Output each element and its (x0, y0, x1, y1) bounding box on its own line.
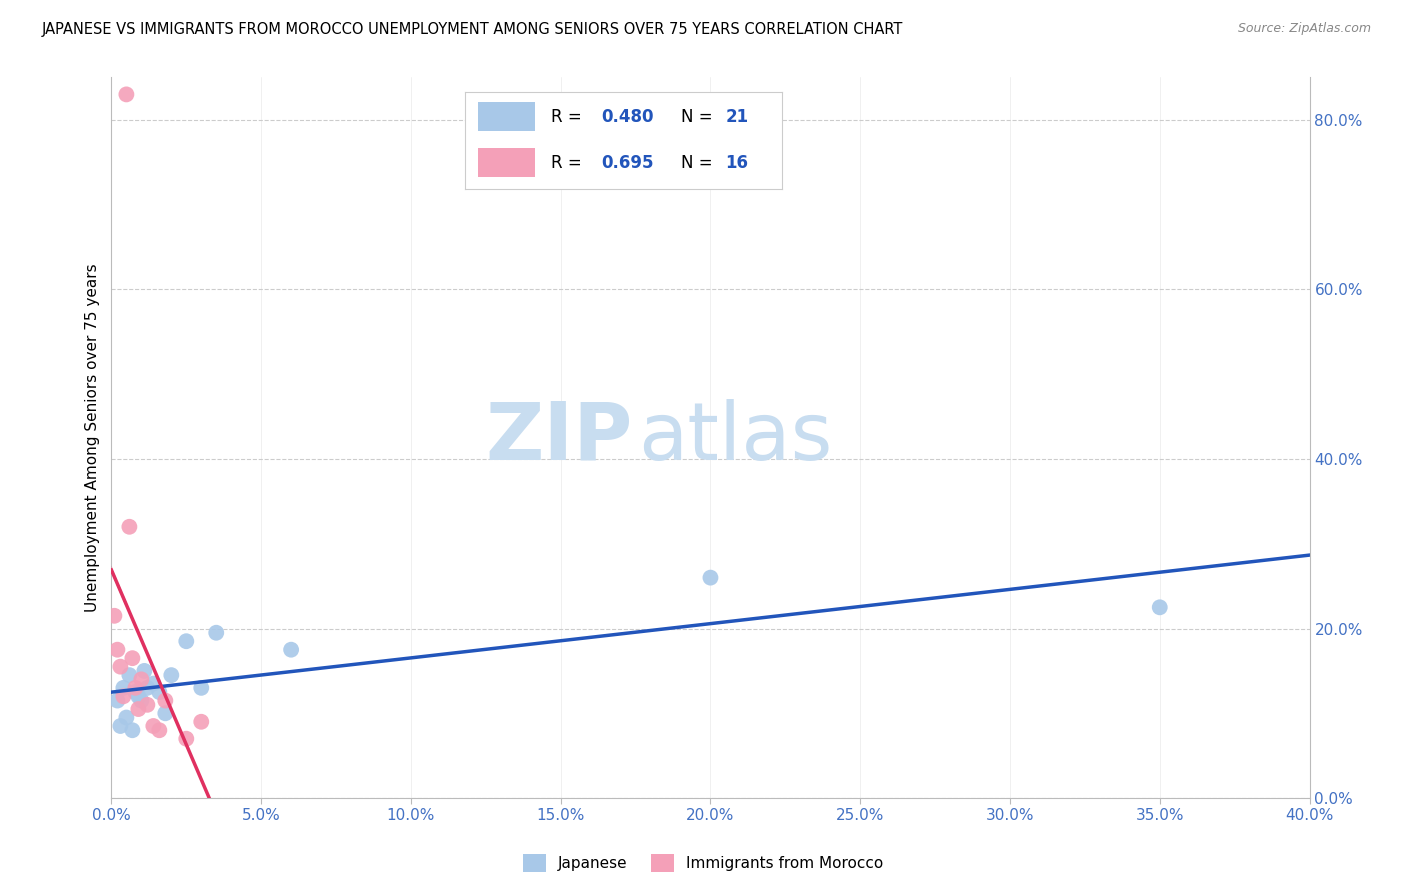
Point (155, 706, 177, 721)
Point (174, 731, 197, 746)
Y-axis label: Unemployment Among Seniors over 75 years: Unemployment Among Seniors over 75 years (86, 263, 100, 612)
Point (136, 681, 159, 695)
Point (190, 714, 212, 729)
Point (107, 642, 129, 657)
Point (112, 690, 135, 704)
Point (134, 664, 156, 678)
Point (112, 681, 135, 695)
Point (155, 693, 177, 707)
Text: Source: ZipAtlas.com: Source: ZipAtlas.com (1237, 22, 1371, 36)
Point (107, 693, 129, 707)
Point (699, 571, 721, 585)
Point (121, 651, 143, 665)
Point (124, 685, 146, 699)
Point (1149, 600, 1171, 615)
Point (124, 681, 146, 695)
Point (142, 719, 165, 733)
Point (118, 520, 141, 534)
Legend: Japanese, Immigrants from Morocco: Japanese, Immigrants from Morocco (516, 846, 890, 880)
Point (127, 690, 149, 704)
Point (148, 685, 170, 699)
Point (115, 87, 138, 102)
Point (118, 668, 141, 682)
Text: atlas: atlas (638, 399, 832, 476)
Text: JAPANESE VS IMMIGRANTS FROM MOROCCO UNEMPLOYMENT AMONG SENIORS OVER 75 YEARS COR: JAPANESE VS IMMIGRANTS FROM MOROCCO UNEM… (42, 22, 904, 37)
Point (115, 710, 138, 724)
Point (103, 608, 125, 623)
Point (280, 642, 302, 657)
Point (205, 625, 228, 640)
Point (121, 723, 143, 738)
Text: ZIP: ZIP (485, 399, 633, 476)
Point (131, 673, 153, 687)
Point (160, 668, 183, 682)
Point (131, 693, 153, 707)
Point (110, 719, 132, 733)
Point (136, 698, 159, 712)
Point (127, 702, 149, 716)
Point (174, 634, 197, 648)
Point (190, 681, 212, 695)
Point (142, 676, 165, 690)
Point (148, 723, 170, 738)
Point (110, 659, 132, 673)
